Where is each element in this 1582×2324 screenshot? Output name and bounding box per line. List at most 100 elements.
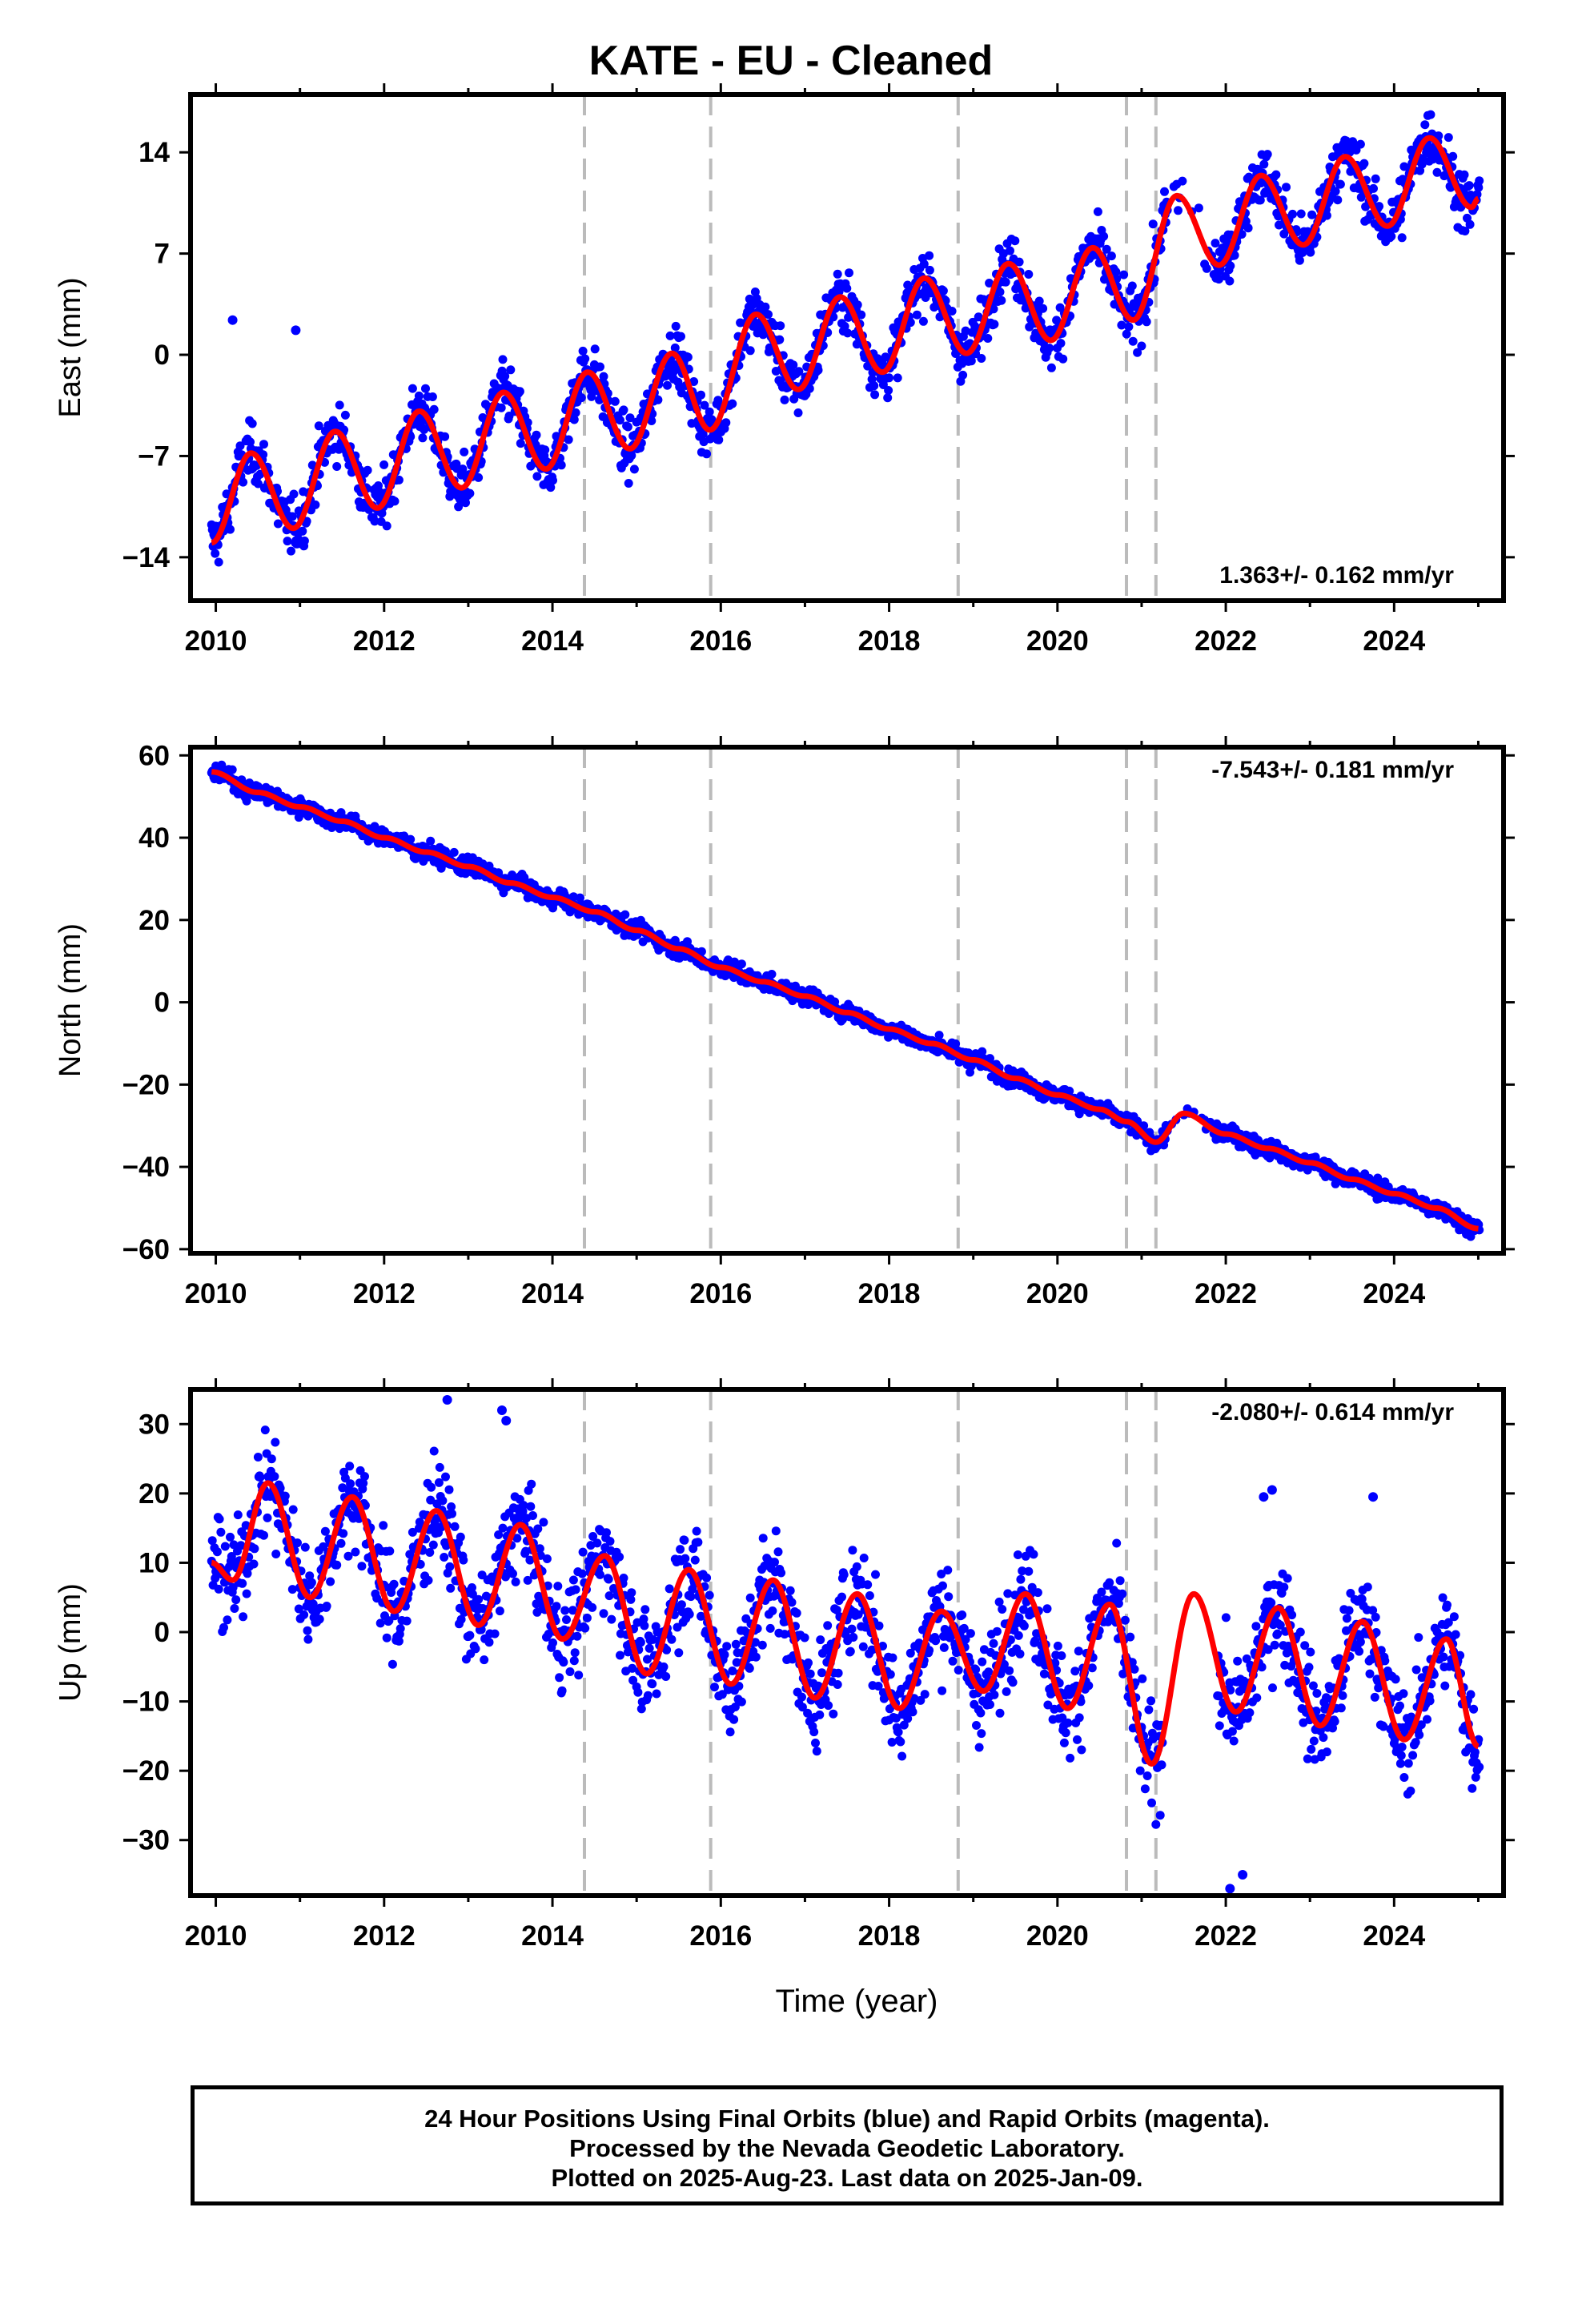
data-point bbox=[1369, 183, 1378, 193]
x-tick-label: 2010 bbox=[185, 625, 247, 657]
data-point bbox=[1263, 150, 1272, 159]
data-point bbox=[227, 765, 237, 774]
data-point bbox=[721, 418, 731, 428]
data-point bbox=[562, 1615, 571, 1624]
data-point bbox=[1155, 1811, 1165, 1820]
data-point bbox=[978, 1047, 987, 1056]
data-point bbox=[659, 1662, 669, 1671]
outlier-point bbox=[291, 325, 301, 336]
data-point bbox=[1245, 1708, 1255, 1718]
data-point bbox=[661, 1672, 671, 1681]
data-point bbox=[214, 557, 223, 567]
data-point bbox=[1331, 187, 1340, 196]
data-point bbox=[255, 1473, 265, 1482]
y-tick-label: −14 bbox=[122, 542, 171, 573]
data-point bbox=[1174, 206, 1182, 215]
data-point bbox=[883, 393, 893, 403]
x-tick-label: 2024 bbox=[1363, 1278, 1425, 1309]
y-tick-label: −40 bbox=[122, 1152, 170, 1183]
data-point bbox=[847, 1624, 857, 1634]
data-point bbox=[977, 1729, 986, 1739]
data-point bbox=[1237, 230, 1247, 239]
data-point bbox=[689, 377, 699, 386]
data-point bbox=[394, 475, 404, 485]
data-point bbox=[1063, 1718, 1073, 1727]
data-point bbox=[293, 1538, 302, 1548]
data-point bbox=[1045, 344, 1054, 353]
data-point bbox=[1042, 1604, 1052, 1614]
data-point bbox=[737, 959, 746, 969]
data-point bbox=[414, 391, 424, 400]
data-point bbox=[865, 1591, 874, 1600]
data-point bbox=[1002, 1687, 1011, 1696]
data-point bbox=[896, 1737, 905, 1747]
data-point bbox=[565, 1667, 575, 1676]
data-point bbox=[1426, 110, 1435, 119]
data-point bbox=[1261, 187, 1270, 197]
data-point bbox=[1371, 174, 1380, 183]
chart-title: KATE - EU - Cleaned bbox=[588, 38, 994, 84]
data-point bbox=[1019, 1621, 1029, 1630]
data-point bbox=[1074, 1647, 1083, 1656]
data-point bbox=[1151, 1819, 1161, 1829]
data-point bbox=[629, 464, 639, 474]
data-point bbox=[992, 1626, 1002, 1636]
data-point bbox=[1015, 1649, 1025, 1659]
x-tick-label: 2012 bbox=[353, 625, 416, 657]
data-point bbox=[335, 400, 344, 410]
data-point bbox=[700, 400, 709, 410]
data-point bbox=[233, 1510, 243, 1520]
data-point bbox=[702, 1573, 712, 1582]
data-point bbox=[1428, 155, 1438, 164]
data-point bbox=[532, 430, 541, 440]
data-point bbox=[863, 361, 873, 371]
x-tick-label: 2022 bbox=[1195, 625, 1257, 657]
data-point bbox=[665, 331, 675, 340]
data-point bbox=[817, 1668, 826, 1678]
data-point bbox=[794, 367, 804, 376]
data-point bbox=[556, 460, 566, 470]
data-point bbox=[259, 1530, 268, 1540]
data-point bbox=[564, 435, 573, 444]
data-point bbox=[1056, 339, 1066, 348]
data-point bbox=[615, 1552, 624, 1562]
outlier-point bbox=[227, 315, 238, 325]
x-tick-label: 2020 bbox=[1026, 1278, 1089, 1309]
data-point bbox=[548, 476, 557, 485]
data-point bbox=[920, 1690, 930, 1699]
data-point bbox=[357, 1562, 367, 1571]
data-point bbox=[599, 1609, 608, 1618]
data-point bbox=[421, 384, 430, 393]
data-point bbox=[644, 1643, 654, 1653]
data-point bbox=[1225, 276, 1235, 286]
data-point bbox=[951, 1039, 961, 1048]
data-point bbox=[605, 1537, 615, 1546]
data-point bbox=[690, 1555, 700, 1565]
y-tick-label: 60 bbox=[139, 740, 170, 771]
data-point bbox=[683, 352, 693, 362]
data-point bbox=[919, 259, 929, 269]
data-point bbox=[998, 1605, 1007, 1614]
data-point bbox=[729, 1715, 739, 1724]
data-point bbox=[1070, 1667, 1080, 1676]
data-point bbox=[445, 1562, 455, 1571]
data-point bbox=[322, 1602, 331, 1610]
data-point bbox=[288, 1505, 298, 1514]
data-point bbox=[983, 334, 993, 343]
data-point bbox=[303, 1634, 313, 1644]
data-point bbox=[977, 354, 986, 363]
data-point bbox=[845, 268, 853, 278]
data-point bbox=[515, 387, 524, 396]
data-point bbox=[604, 1574, 613, 1584]
data-point bbox=[976, 1708, 986, 1718]
data-point bbox=[1099, 231, 1109, 241]
data-point bbox=[1230, 251, 1239, 260]
data-point bbox=[429, 1446, 439, 1456]
data-point bbox=[273, 519, 283, 529]
data-point bbox=[616, 1651, 624, 1660]
plot-frame bbox=[188, 92, 1506, 603]
data-point bbox=[663, 380, 672, 390]
data-point bbox=[1084, 1681, 1094, 1691]
data-point bbox=[1267, 1598, 1276, 1607]
data-point bbox=[1046, 363, 1056, 372]
